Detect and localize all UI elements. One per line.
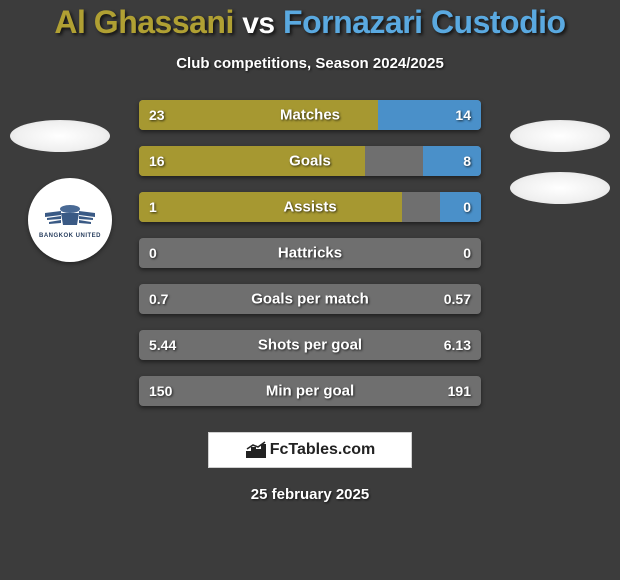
wings-icon [41,201,99,231]
brand-chart-icon [245,441,267,459]
stat-value-right: 0.57 [444,291,471,307]
club-badge-text: BANGKOK UNITED [39,233,101,239]
stat-row: Hattricks 0 0 [139,238,481,268]
date-text: 25 february 2025 [0,486,620,503]
stat-label: Min per goal [266,383,354,400]
player1-name: Al Ghassani [54,4,233,40]
stat-row: Goals 16 8 [139,146,481,176]
stat-label: Matches [280,107,340,124]
bar-right-fill [423,146,481,176]
stat-value-left: 16 [149,153,165,169]
stat-label: Hattricks [278,245,342,262]
stat-value-left: 0 [149,245,157,261]
stat-value-left: 0.7 [149,291,168,307]
vs-text: vs [242,7,274,40]
stat-label: Goals per match [251,291,369,308]
brand-text: FcTables.com [270,441,376,459]
player2-name: Fornazari Custodio [283,4,566,40]
stat-value-right: 6.13 [444,337,471,353]
stat-row: Assists 1 0 [139,192,481,222]
brand-box: FcTables.com [208,432,412,468]
badge-right-1 [510,120,610,152]
stat-value-right: 191 [448,383,471,399]
stat-value-right: 14 [455,107,471,123]
stat-value-right: 8 [463,153,471,169]
badge-right-2 [510,172,610,204]
stat-row: Shots per goal 5.44 6.13 [139,330,481,360]
stat-value-left: 5.44 [149,337,176,353]
stat-value-left: 1 [149,199,157,215]
stat-bars: Matches 23 14 Goals 16 8 Assists 1 0 Hattricks 0 0 G… [139,100,481,406]
stat-row: Min per goal 150 191 [139,376,481,406]
page-title: Al Ghassani vs Fornazari Custodio [0,4,620,41]
bar-right-fill [440,192,481,222]
stat-value-left: 23 [149,107,165,123]
bar-left-fill [139,100,378,130]
stat-row: Goals per match 0.7 0.57 [139,284,481,314]
stat-label: Shots per goal [258,337,362,354]
stat-label: Assists [283,199,336,216]
badge-left-1 [10,120,110,152]
stat-value-right: 0 [463,199,471,215]
subtitle: Club competitions, Season 2024/2025 [0,55,620,72]
bar-left-fill [139,192,402,222]
stat-value-right: 0 [463,245,471,261]
stat-row: Matches 23 14 [139,100,481,130]
comparison-card: Al Ghassani vs Fornazari Custodio Club c… [0,0,620,580]
stat-value-left: 150 [149,383,172,399]
stat-label: Goals [289,153,331,170]
club-badge: BANGKOK UNITED [28,178,112,262]
